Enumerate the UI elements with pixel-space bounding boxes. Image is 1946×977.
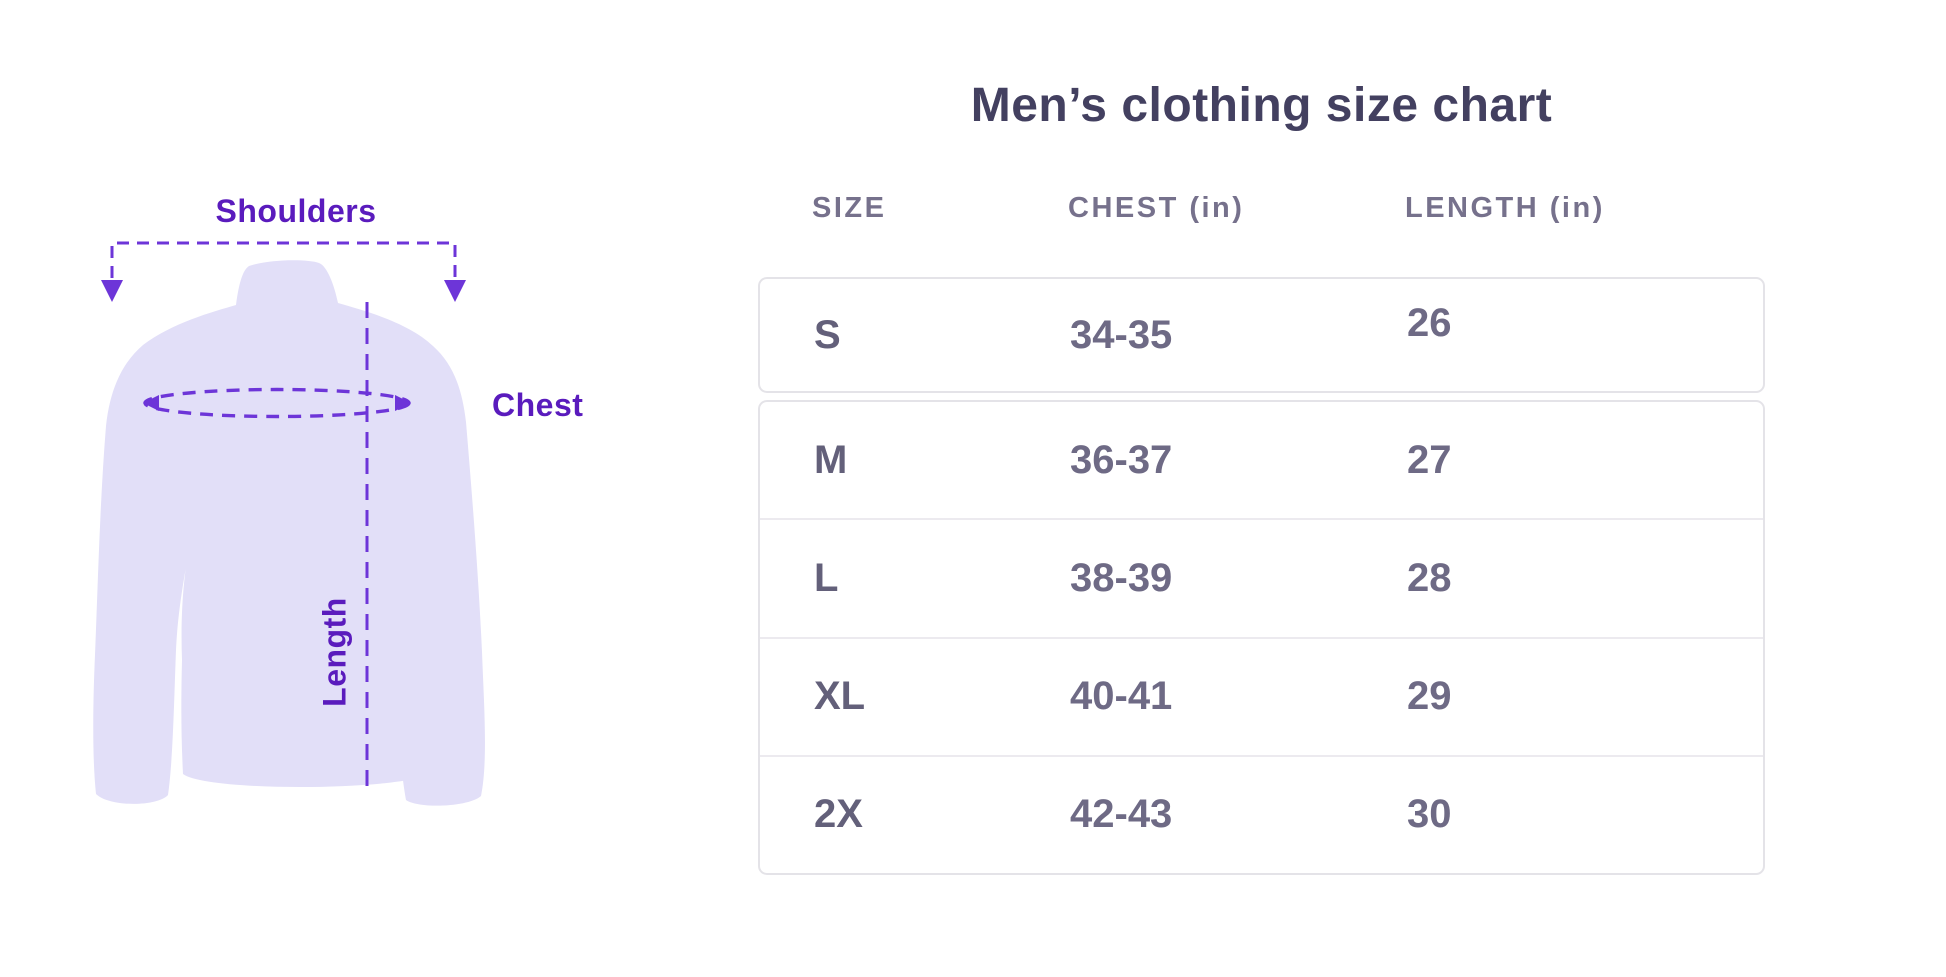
page-title: Men’s clothing size chart <box>970 79 1553 132</box>
cell-size: 2X <box>814 792 863 837</box>
table-row: L 38-39 28 <box>760 518 1763 636</box>
cell-size: XL <box>814 674 866 719</box>
cell-chest: 38-39 <box>1070 555 1173 600</box>
shirt-measurement-diagram <box>93 241 485 806</box>
column-header-length: LENGTH (in) <box>1405 191 1605 224</box>
arrow-left-icon <box>143 395 159 411</box>
table-row: S 34-35 26 <box>760 279 1763 391</box>
cell-size: M <box>814 437 848 482</box>
length-label: Length <box>316 597 353 707</box>
arrow-down-right-icon <box>444 280 466 302</box>
table-header-row: SIZE CHEST (in) LENGTH (in) <box>758 190 1765 226</box>
column-header-chest: CHEST (in) <box>1068 191 1245 224</box>
shoulders-bracket-line <box>110 241 457 278</box>
size-table-card-s: S 34-35 26 <box>758 277 1765 393</box>
cell-size: L <box>814 555 839 600</box>
cell-chest: 42-43 <box>1070 792 1173 837</box>
cell-length: 28 <box>1407 555 1452 600</box>
cell-length: 30 <box>1407 792 1452 837</box>
table-row: 2X 42-43 30 <box>760 754 1763 873</box>
cell-chest: 34-35 <box>1070 312 1173 357</box>
chest-label: Chest <box>492 387 584 423</box>
size-table-card-m-2x: M 36-37 27 L 38-39 28 XL 40-41 29 2X 42-… <box>758 400 1765 875</box>
cell-chest: 36-37 <box>1070 437 1173 482</box>
table-row: XL 40-41 29 <box>760 636 1763 755</box>
shoulders-label: Shoulders <box>215 193 377 229</box>
column-header-size: SIZE <box>812 191 887 224</box>
arrow-right-icon <box>395 395 411 411</box>
cell-length: 26 <box>1407 300 1452 345</box>
cell-chest: 40-41 <box>1070 674 1173 719</box>
cell-length: 29 <box>1407 674 1452 719</box>
cell-length: 27 <box>1407 437 1452 482</box>
arrow-down-left-icon <box>101 280 123 302</box>
cell-size: S <box>814 312 841 357</box>
table-row: M 36-37 27 <box>760 402 1763 518</box>
shirt-silhouette <box>93 260 485 806</box>
